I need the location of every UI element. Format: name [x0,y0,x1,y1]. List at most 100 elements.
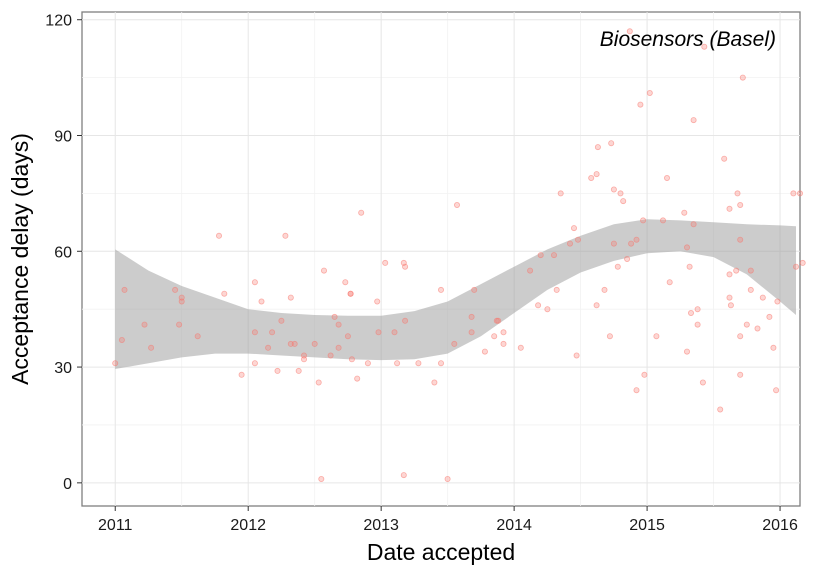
data-point [354,375,361,382]
data-point [535,302,542,309]
data-point [291,340,298,347]
data-point [754,325,761,332]
data-point [491,333,498,340]
x-tick-label: 2016 [762,517,798,534]
data-point [737,236,744,243]
data-point [726,205,733,212]
data-point [437,360,444,367]
data-point [747,267,754,274]
data-point [743,321,750,328]
data-point [141,321,148,328]
data-point [375,329,382,336]
data-point [112,360,119,367]
data-point [358,209,365,216]
data-point [733,267,740,274]
data-point [759,294,766,301]
data-point [500,329,507,336]
x-tick-label: 2013 [363,517,399,534]
data-point [251,279,258,286]
data-point [690,221,697,228]
data-point [686,263,693,270]
data-point [287,294,294,301]
y-tick-label: 0 [63,476,72,493]
data-point [391,329,398,336]
data-point [637,101,644,108]
grid-lines [82,12,800,506]
data-point [215,232,222,239]
data-point [614,263,621,270]
data-point [344,333,351,340]
data-point [628,240,635,247]
data-point [573,352,580,359]
data-point [300,356,307,363]
data-point [481,348,488,355]
data-point [551,252,558,259]
data-point [770,344,777,351]
data-point [606,333,613,340]
data-point [653,333,660,340]
data-point [544,306,551,313]
data-point [194,333,201,340]
data-point [684,244,691,251]
data-point [274,367,281,374]
data-point [335,344,342,351]
data-point [684,348,691,355]
data-point [402,263,409,270]
data-point [148,344,155,351]
x-tick-label: 2011 [98,517,133,534]
data-point [797,190,804,197]
y-tick-label: 60 [54,244,72,261]
data-point [471,286,478,293]
data-point [251,360,258,367]
data-point [402,317,409,324]
data-point [311,340,318,347]
data-point [734,190,741,197]
data-point [571,225,578,232]
data-point [633,236,640,243]
data-point [588,174,595,181]
data-point [660,217,667,224]
data-point [739,74,746,81]
data-point [178,298,185,305]
data-point [374,298,381,305]
data-point [721,155,728,162]
data-point [335,321,342,328]
data-point [431,379,438,386]
data-point [553,286,560,293]
data-point [737,333,744,340]
data-point [557,190,564,197]
data-point [269,329,276,336]
data-point [726,294,733,301]
data-point [694,306,701,313]
data-point [327,352,334,359]
data-point [295,367,302,374]
data-point [610,240,617,247]
data-point [500,340,507,347]
data-point [790,190,797,197]
data-point [666,279,673,286]
data-point [575,236,582,243]
data-point [747,286,754,293]
data-point [121,286,128,293]
data-point [799,259,806,266]
data-point [331,313,338,320]
data-point [251,329,258,336]
data-point [537,252,544,259]
data-point [278,317,285,324]
data-point [593,171,600,178]
data-point [610,186,617,193]
data-point [415,360,422,367]
data-point [567,240,574,247]
data-point [608,140,615,147]
data-point [701,43,708,50]
data-point [172,286,179,293]
data-point [342,279,349,286]
data-point [726,271,733,278]
data-point [517,344,524,351]
data-point [444,475,451,482]
data-point [601,286,608,293]
x-tick-label: 2014 [496,517,532,534]
data-point [176,321,183,328]
data-point [318,475,325,482]
data-point [640,217,647,224]
